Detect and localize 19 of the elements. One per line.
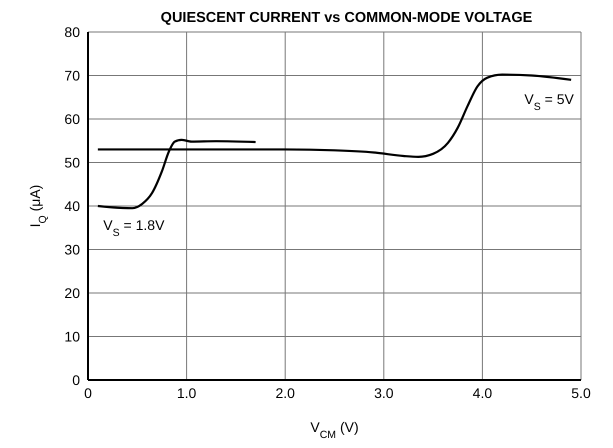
y-tick-label: 80 [64, 24, 80, 40]
x-tick-label: 3.0 [374, 384, 394, 401]
x-tick-label: 0 [84, 384, 92, 401]
chart-title: QUIESCENT CURRENT vs COMMON-MODE VOLTAGE [160, 10, 534, 26]
series-label: V$_{S}$ = 5V [524, 90, 575, 113]
x-tick-label: 2.0 [275, 384, 296, 401]
y-tick-label: 50 [64, 154, 80, 170]
y-tick-label: 60 [64, 110, 80, 127]
y-tick-label: 70 [64, 67, 80, 84]
x-tick-label: 1.0 [176, 384, 197, 401]
x-axis-title: V$_{CM}$ (V) [310, 419, 359, 441]
x-tick-label: 4.0 [472, 384, 492, 401]
y-tick-label: 30 [64, 241, 80, 258]
x-tick-label: 5.0 [571, 384, 591, 401]
y-tick-label: 10 [64, 328, 80, 344]
y-tick-label: 20 [64, 284, 80, 301]
y-tick-label: 40 [64, 198, 80, 214]
y-tick-label: 0 [72, 372, 80, 388]
series-label: V$_{S}$ = 1.8V [103, 217, 166, 239]
